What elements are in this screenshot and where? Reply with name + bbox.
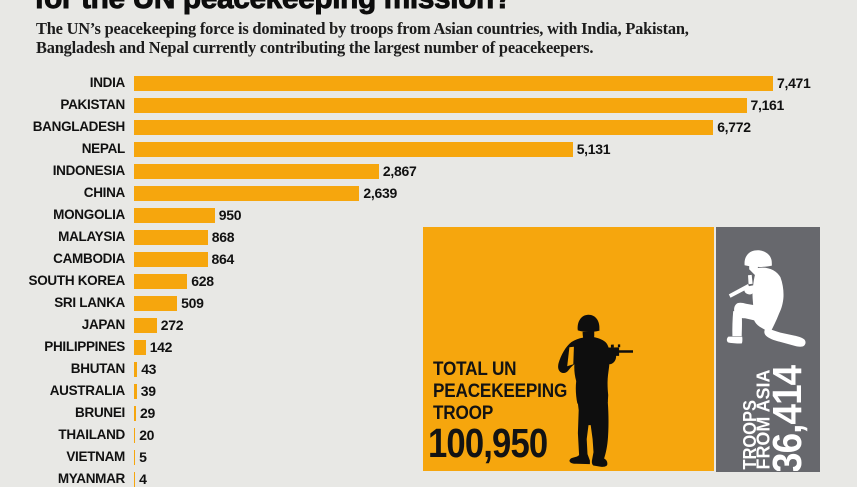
svg-text:TROOPS: TROOPS — [738, 400, 759, 469]
svg-text:36,414: 36,414 — [765, 364, 810, 471]
svg-text:FROM ASIA: FROM ASIA — [753, 370, 773, 470]
